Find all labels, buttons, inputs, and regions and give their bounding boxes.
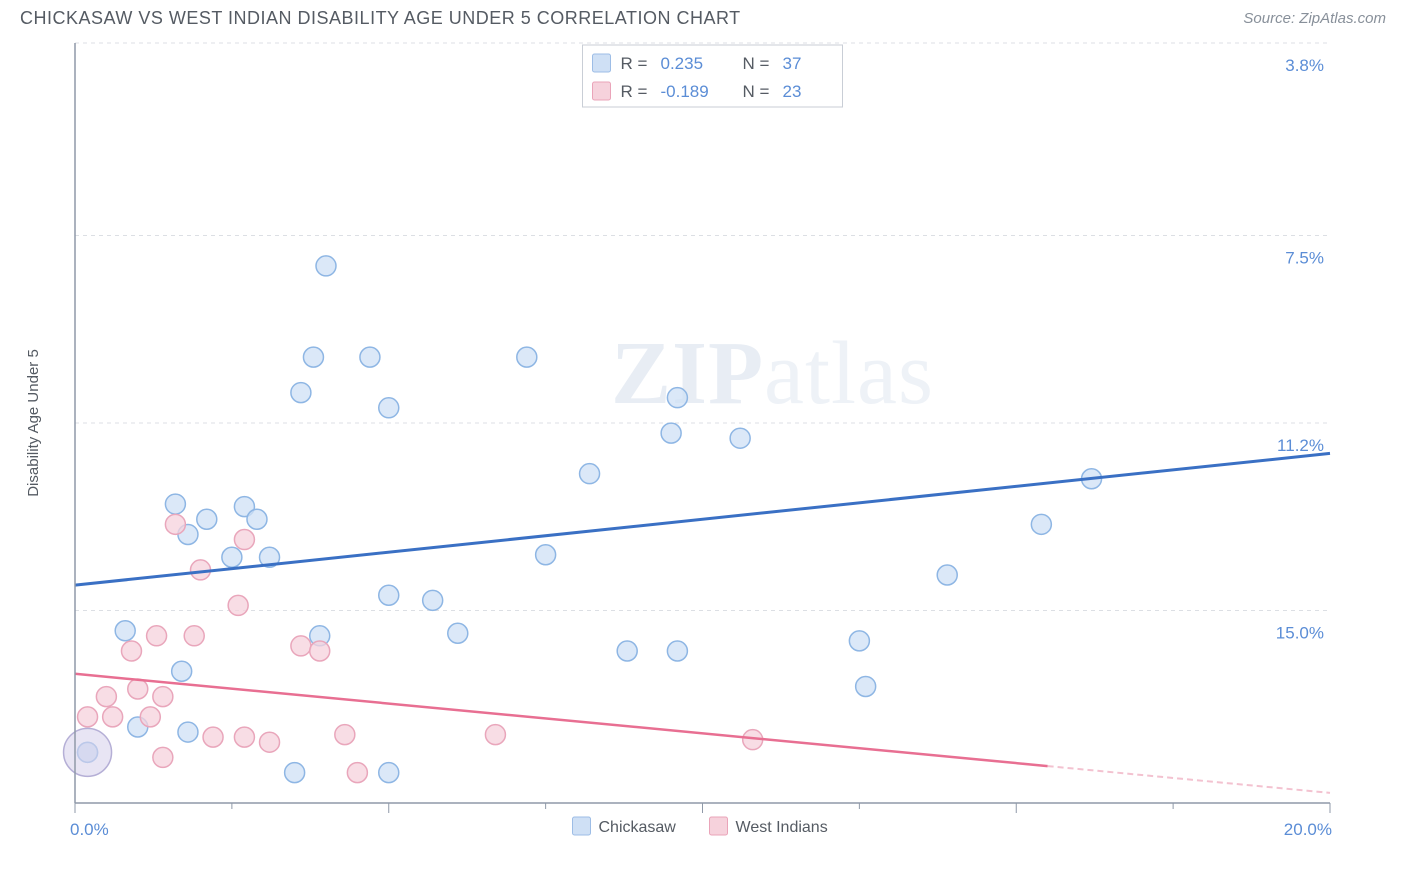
scatter-point: [448, 623, 468, 643]
legend-r-label: R =: [621, 82, 648, 101]
series-label: West Indians: [736, 819, 828, 836]
scatter-point: [115, 621, 135, 641]
scatter-point: [291, 636, 311, 656]
scatter-point: [291, 383, 311, 403]
scatter-point: [165, 514, 185, 534]
scatter-point: [423, 590, 443, 610]
series-swatch: [710, 817, 728, 835]
scatter-point: [1031, 514, 1051, 534]
scatter-point: [580, 464, 600, 484]
y-tick-label: 7.5%: [1285, 249, 1324, 268]
scatter-point: [178, 722, 198, 742]
scatter-point: [536, 545, 556, 565]
legend-n-value: 37: [783, 54, 802, 73]
scatter-point: [347, 763, 367, 783]
y-tick-label: 3.8%: [1285, 56, 1324, 75]
y-tick-label: 11.2%: [1277, 436, 1324, 455]
regression-line: [75, 674, 1048, 766]
x-min-label: 0.0%: [70, 820, 109, 839]
scatter-point: [849, 631, 869, 651]
scatter-point: [667, 388, 687, 408]
scatter-point: [360, 347, 380, 367]
source-name: ZipAtlas.com: [1299, 10, 1386, 27]
scatter-point: [517, 347, 537, 367]
scatter-point: [172, 661, 192, 681]
legend-r-label: R =: [621, 54, 648, 73]
regression-line-extrapolated: [1048, 766, 1330, 793]
scatter-point: [128, 679, 148, 699]
scatter-point: [485, 725, 505, 745]
scatter-point: [222, 547, 242, 567]
legend-r-value: 0.235: [661, 54, 704, 73]
correlation-chart: ZIPatlas 15.0% 11.2% 7.5% 3.8% 0.0% 20.0% Disab…: [20, 33, 1386, 863]
scatter-point: [316, 256, 336, 276]
source-attribution: Source: ZipAtlas.com: [1243, 10, 1386, 27]
watermark-text: ZIPatlas: [611, 324, 934, 423]
scatter-point: [667, 641, 687, 661]
scatter-point: [617, 641, 637, 661]
legend-n-label: N =: [743, 54, 770, 73]
legend-n-label: N =: [743, 82, 770, 101]
scatter-point: [234, 530, 254, 550]
x-max-label: 20.0%: [1284, 820, 1332, 839]
scatter-point: [153, 687, 173, 707]
scatter-point: [121, 641, 141, 661]
series-label: Chickasaw: [599, 819, 677, 836]
legend-swatch: [593, 82, 611, 100]
chart-container: ZIPatlas 15.0% 11.2% 7.5% 3.8% 0.0% 20.0% Disab…: [20, 33, 1386, 863]
scatter-point: [379, 763, 399, 783]
scatter-point: [730, 428, 750, 448]
scatter-point: [228, 595, 248, 615]
scatter-point: [661, 423, 681, 443]
header: CHICKASAW VS WEST INDIAN DISABILITY AGE …: [0, 0, 1406, 33]
cluster-bubble: [64, 728, 112, 776]
y-tick-label: 15.0%: [1276, 623, 1324, 642]
scatter-point: [310, 641, 330, 661]
scatter-point: [856, 676, 876, 696]
scatter-point: [379, 585, 399, 605]
source-prefix: Source:: [1243, 10, 1299, 27]
legend-r-value: -0.189: [661, 82, 709, 101]
scatter-point: [153, 747, 173, 767]
scatter-point: [197, 509, 217, 529]
legend-swatch: [593, 54, 611, 72]
scatter-point: [937, 565, 957, 585]
chart-title: CHICKASAW VS WEST INDIAN DISABILITY AGE …: [20, 8, 741, 29]
scatter-point: [285, 763, 305, 783]
scatter-point: [247, 509, 267, 529]
scatter-point: [96, 687, 116, 707]
scatter-point: [234, 727, 254, 747]
scatter-point: [140, 707, 160, 727]
series-swatch: [573, 817, 591, 835]
scatter-point: [103, 707, 123, 727]
scatter-point: [335, 725, 355, 745]
legend-n-value: 23: [783, 82, 802, 101]
scatter-point: [260, 732, 280, 752]
scatter-point: [203, 727, 223, 747]
scatter-point: [184, 626, 204, 646]
scatter-point: [78, 707, 98, 727]
scatter-point: [303, 347, 323, 367]
y-axis-title: Disability Age Under 5: [25, 349, 42, 497]
scatter-point: [165, 494, 185, 514]
scatter-point: [379, 398, 399, 418]
scatter-point: [147, 626, 167, 646]
